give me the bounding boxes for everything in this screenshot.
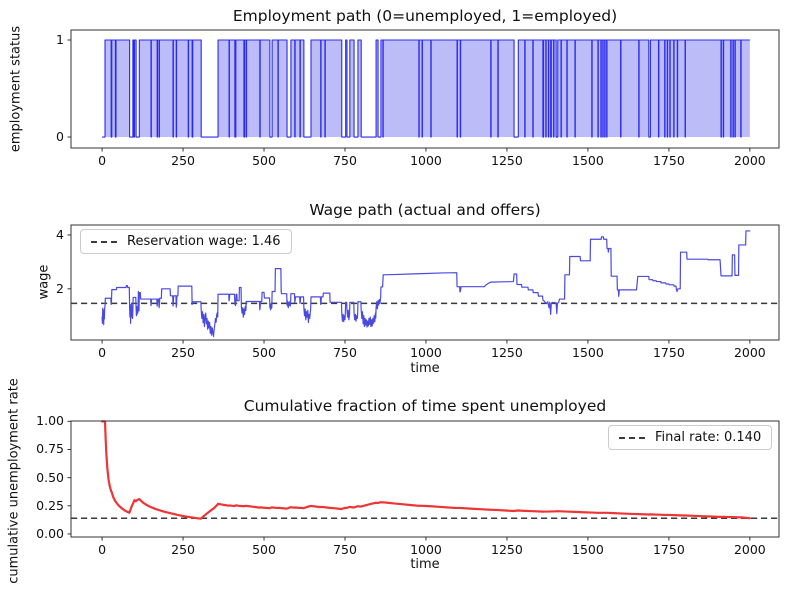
cumulative-x-tick-label: 1500: [572, 542, 604, 557]
employment-x-tick-label: 1500: [572, 153, 604, 168]
wage-x-tick-label: 2000: [733, 345, 766, 360]
cumulative-series-0: [100, 420, 751, 520]
employment-x-tick-label: 500: [252, 153, 276, 168]
employment-x-tick-label: 0: [98, 153, 107, 168]
wage-x-tick-label: 500: [252, 345, 276, 360]
wage-axes-border: [70, 224, 780, 341]
cumulative-y-tick-label: 0.25: [36, 497, 64, 513]
dashed-line-icon: [619, 436, 646, 439]
cumulative-x-tick-label: 0: [98, 542, 107, 557]
wage-x-tick-label: 1500: [572, 345, 604, 360]
cumulative-x-axis-label: time: [410, 557, 440, 572]
cumulative-x-tick-label: 1750: [652, 542, 685, 557]
wage-x-tick-label: 1750: [652, 345, 685, 360]
employment-area-fill: [102, 40, 750, 138]
cumulative-y-tick-label: 0.50: [36, 469, 64, 485]
cumulative-y-tick-label: 0.75: [36, 441, 64, 457]
employment-y-tick-label: 1: [56, 31, 64, 47]
employment-chart-title: Employment path (0=unemployed, 1=employe…: [232, 7, 618, 25]
cumulative-y-tick-label: 0.00: [36, 525, 64, 541]
cumulative-legend-label: Final rate: 0.140: [655, 430, 762, 445]
cumulative-legend: Final rate: 0.140: [608, 425, 773, 450]
cumulative-x-tick-label: 1250: [491, 542, 523, 557]
employment-x-tick-label: 2000: [733, 153, 766, 168]
cumulative-x-tick-label: 1000: [410, 542, 442, 557]
wage-x-axis-label: time: [410, 361, 440, 376]
cumulative-y-tick-label: 1.00: [36, 413, 64, 429]
wage-x-tick-label: 1250: [491, 345, 523, 360]
cumulative-x-tick-label: 750: [333, 542, 357, 557]
cumulative-x-tick-label: 500: [252, 542, 276, 557]
employment-x-tick-label: 250: [171, 153, 195, 168]
employment-step-line: [102, 39, 750, 138]
wage-x-tick-label: 1000: [410, 345, 442, 360]
wage-x-tick-label: 250: [171, 345, 195, 360]
wage-series-0: [101, 230, 751, 338]
wage-y-tick-label: 4: [56, 226, 64, 242]
wage-x-tick-label: 0: [98, 345, 107, 360]
dashed-line-icon: [91, 240, 118, 243]
wage-legend-label: Reservation wage: 1.46: [127, 234, 281, 249]
employment-y-tick-label: 0: [56, 129, 64, 145]
cumulative-x-tick-label: 250: [171, 542, 195, 557]
employment-x-tick-label: 1750: [652, 153, 685, 168]
wage-legend: Reservation wage: 1.46: [80, 229, 292, 254]
wage-chart-title: Wage path (actual and offers): [309, 201, 541, 219]
cumulative-axes-border: [70, 420, 780, 538]
wage-x-tick-label: 750: [333, 345, 357, 360]
employment-axes-border: [70, 29, 780, 149]
employment-x-tick-label: 1000: [410, 153, 442, 168]
employment-x-tick-label: 1250: [491, 153, 523, 168]
cumulative-chart-title: Cumulative fraction of time spent unempl…: [243, 397, 607, 415]
employment-x-tick-label: 750: [333, 153, 357, 168]
cumulative-x-tick-label: 2000: [733, 542, 766, 557]
wage-y-tick-label: 2: [56, 280, 64, 296]
